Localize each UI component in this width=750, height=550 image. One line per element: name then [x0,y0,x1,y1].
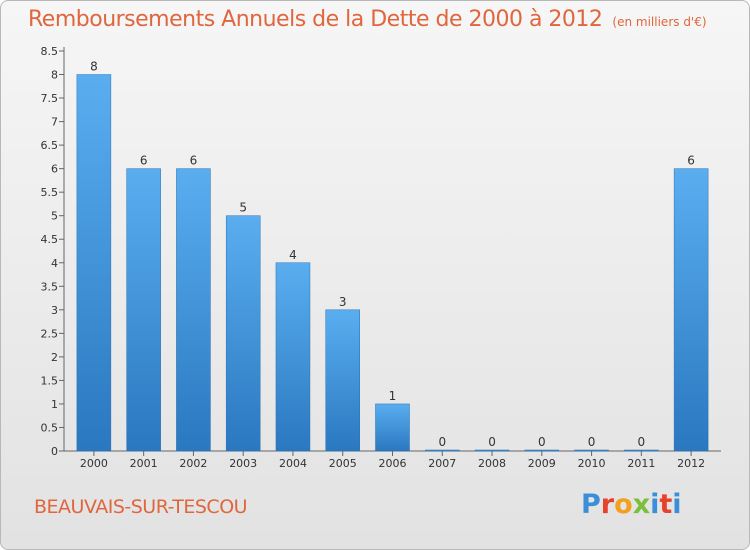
x-tick-label: 2002 [179,457,207,470]
x-tick-label: 2004 [279,457,307,470]
bar [225,215,261,452]
bar [425,449,460,452]
chart-title-block: Remboursements Annuels de la Dette de 20… [28,7,707,32]
x-tick-label: 2008 [478,457,506,470]
x-tick-label: 2007 [428,457,456,470]
y-tick-label: 5 [51,210,58,223]
chart-bars: 8 6 6 5 4 3 1 0 0 0 0 0 6 [76,60,709,452]
y-tick-label: 6 [51,163,58,176]
x-tick-label: 2003 [229,457,257,470]
data-label: 3 [339,295,347,309]
data-label: 0 [488,435,496,449]
y-tick-label: 8 [51,69,58,82]
y-tick-label: 6.5 [41,139,59,152]
y-tick-label: 4.5 [41,233,59,246]
logo-letter: i [672,489,682,520]
y-tick-label: 0 [51,445,58,458]
bar [76,74,112,452]
y-tick-label: 5.5 [41,186,59,199]
data-label: 5 [239,201,247,215]
data-label: 1 [389,389,397,403]
y-tick-label: 2 [51,351,58,364]
bar [524,449,560,452]
x-tick-label: 2011 [627,457,655,470]
bar [673,168,709,452]
commune-name: BEAUVAIS-SUR-TESCOU [34,496,248,518]
chart-axes: 0 0.5 1 1.5 2 2.5 3 3.5 4 4.5 5 5.5 6 6.5 7 7.5 8 8.5 2000… [41,45,721,470]
x-tick-label: 2000 [80,457,108,470]
x-tick-label: 2006 [379,457,407,470]
bar [474,449,510,452]
logo-letter: P [581,489,601,520]
data-label: 4 [289,248,297,262]
data-label: 6 [687,154,695,168]
chart-subtitle: (en milliers d'€) [612,15,707,29]
y-tick-label: 3 [51,304,58,317]
x-tick-label: 2001 [130,457,158,470]
logo-letter: t [659,489,673,520]
y-tick-label: 1.5 [41,374,59,387]
y-tick-label: 4 [51,257,58,270]
chart-title: Remboursements Annuels de la Dette de 20… [28,7,603,32]
logo-letter: r [600,489,615,520]
proxiti-logo: Proxiti [581,489,682,520]
x-tick-label: 2009 [528,457,556,470]
y-tick-label: 8.5 [41,45,59,58]
y-tick-label: 7.5 [41,92,59,105]
data-label: 0 [438,435,446,449]
logo-letter: o [614,489,633,520]
data-label: 8 [90,60,98,74]
bar [176,168,211,452]
y-tick-label: 2.5 [41,327,59,340]
y-tick-label: 3.5 [41,280,59,293]
bar [375,403,410,452]
data-label: 6 [190,154,198,168]
logo-letter: i [650,489,660,520]
x-tick-label: 2005 [329,457,357,470]
x-tick-label: 2012 [677,457,705,470]
y-tick-label: 1 [51,398,58,411]
data-label: 0 [538,435,546,449]
data-label: 6 [140,154,148,168]
data-label: 0 [638,435,646,449]
data-label: 0 [588,435,596,449]
bar [275,262,311,452]
y-tick-label: 7 [51,116,58,129]
x-tick-label: 2010 [578,457,606,470]
y-tick-label: 0.5 [41,421,59,434]
bar [126,168,161,452]
logo-letter: x [632,489,651,520]
bar [574,449,609,452]
bar [624,449,659,452]
bar [325,309,360,452]
